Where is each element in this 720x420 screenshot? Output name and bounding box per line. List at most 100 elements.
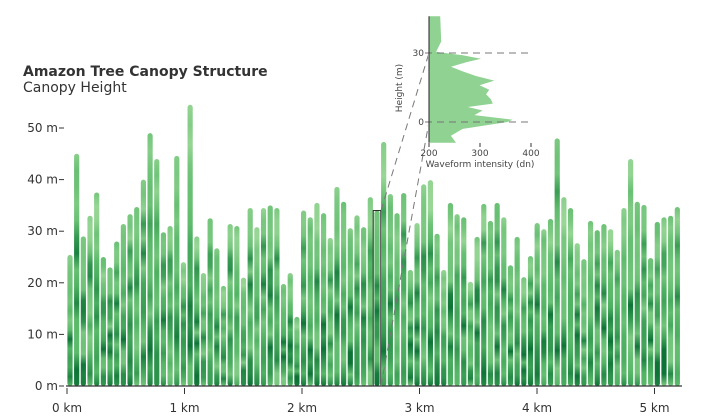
canopy-bar[interactable] — [614, 249, 620, 386]
canopy-bar[interactable] — [147, 133, 153, 386]
canopy-bar[interactable] — [401, 193, 407, 386]
chart-title: Amazon Tree Canopy Structure — [23, 64, 268, 80]
canopy-bar[interactable] — [314, 202, 320, 386]
canopy-bar[interactable] — [341, 201, 347, 386]
canopy-bar[interactable] — [140, 179, 147, 386]
x-tick-label: 3 km — [404, 401, 434, 415]
canopy-bar[interactable] — [134, 206, 140, 386]
canopy-bar[interactable] — [67, 254, 73, 386]
canopy-bar[interactable] — [274, 207, 280, 386]
canopy-bar[interactable] — [294, 316, 300, 386]
canopy-bar[interactable] — [321, 213, 327, 386]
canopy-bar[interactable] — [507, 265, 514, 386]
canopy-bar[interactable] — [174, 155, 180, 386]
canopy-bar[interactable] — [541, 229, 547, 386]
canopy-bar[interactable] — [334, 186, 340, 386]
canopy-bar[interactable] — [561, 197, 567, 386]
canopy-bar[interactable] — [361, 227, 367, 386]
canopy-bar[interactable] — [407, 269, 413, 386]
canopy-bar[interactable] — [581, 259, 587, 386]
canopy-bar[interactable] — [601, 223, 607, 386]
canopy-bar[interactable] — [234, 226, 240, 386]
canopy-bar[interactable] — [280, 283, 287, 386]
canopy-bar[interactable] — [661, 217, 667, 386]
canopy-bar[interactable] — [120, 223, 126, 386]
canopy-bar[interactable] — [567, 207, 574, 386]
canopy-bar[interactable] — [441, 269, 447, 386]
canopy-bar[interactable] — [421, 184, 427, 386]
inset-x-tick-label: 400 — [522, 149, 539, 159]
canopy-bar[interactable] — [107, 267, 113, 386]
x-axis: 0 km 1 km 2 km 3 km 4 km 5 km — [52, 388, 670, 415]
canopy-bar[interactable] — [214, 248, 220, 386]
canopy-bar[interactable] — [628, 158, 634, 386]
y-tick-label: 20 m — [27, 276, 58, 290]
canopy-bar[interactable] — [387, 194, 393, 386]
canopy-bar[interactable] — [307, 217, 313, 386]
canopy-bar[interactable] — [374, 210, 380, 386]
canopy-bar[interactable] — [267, 205, 273, 386]
canopy-bar[interactable] — [194, 236, 200, 386]
canopy-bar[interactable] — [487, 220, 494, 386]
canopy-bar[interactable] — [327, 237, 333, 386]
canopy-bar[interactable] — [454, 214, 460, 386]
waveform-area — [429, 16, 513, 143]
canopy-bar[interactable] — [427, 180, 433, 386]
canopy-bar[interactable] — [160, 232, 167, 386]
canopy-bar[interactable] — [74, 153, 80, 386]
canopy-bar[interactable] — [347, 228, 353, 386]
canopy-bar[interactable] — [247, 207, 253, 386]
y-tick-label: 10 m — [27, 327, 58, 341]
canopy-bar[interactable] — [260, 207, 267, 386]
canopy-bar[interactable] — [100, 257, 106, 386]
canopy-bar[interactable] — [648, 258, 654, 386]
canopy-bar[interactable] — [94, 192, 100, 387]
canopy-bar[interactable] — [114, 241, 120, 386]
canopy-bar[interactable] — [527, 255, 534, 386]
canopy-bar[interactable] — [474, 236, 480, 386]
canopy-bar[interactable] — [467, 281, 474, 386]
canopy-bar[interactable] — [434, 233, 440, 386]
canopy-bar[interactable] — [674, 206, 680, 386]
canopy-bar[interactable] — [220, 285, 227, 386]
canopy-bar[interactable] — [554, 138, 560, 386]
canopy-bar[interactable] — [494, 202, 500, 386]
zoom-guide-top — [380, 52, 430, 211]
canopy-bar[interactable] — [521, 277, 527, 386]
canopy-bar[interactable] — [654, 221, 660, 386]
canopy-bar[interactable] — [300, 210, 307, 386]
canopy-bar[interactable] — [154, 158, 160, 386]
canopy-bar[interactable] — [227, 223, 233, 386]
canopy-bar[interactable] — [180, 262, 187, 386]
canopy-bar[interactable] — [641, 204, 647, 386]
canopy-bar[interactable] — [254, 227, 260, 386]
canopy-bar[interactable] — [481, 203, 487, 386]
canopy-bar[interactable] — [447, 202, 454, 386]
canopy-bar[interactable] — [514, 236, 520, 386]
canopy-bar[interactable] — [501, 217, 507, 386]
canopy-bar[interactable] — [287, 272, 293, 386]
canopy-bar[interactable] — [187, 104, 193, 386]
canopy-bar[interactable] — [621, 207, 627, 386]
canopy-bar[interactable] — [167, 226, 173, 386]
canopy-bar[interactable] — [354, 215, 360, 386]
canopy-bar[interactable] — [127, 214, 133, 386]
canopy-bar[interactable] — [240, 277, 247, 386]
canopy-bar[interactable] — [80, 236, 86, 386]
canopy-bar[interactable] — [461, 217, 467, 386]
canopy-bar[interactable] — [367, 197, 373, 386]
canopy-bar[interactable] — [200, 272, 207, 386]
canopy-bar[interactable] — [207, 218, 213, 386]
canopy-bar[interactable] — [547, 218, 554, 386]
canopy-bar[interactable] — [87, 215, 93, 386]
canopy-bar[interactable] — [668, 215, 674, 386]
canopy-bar[interactable] — [587, 220, 594, 386]
canopy-bar[interactable] — [574, 243, 580, 386]
canopy-bar[interactable] — [381, 141, 387, 386]
canopy-bar[interactable] — [594, 230, 600, 386]
canopy-bar[interactable] — [414, 222, 420, 386]
inset-x-tick-label: 200 — [420, 149, 437, 159]
canopy-bar[interactable] — [607, 229, 614, 386]
canopy-bar[interactable] — [534, 222, 540, 386]
canopy-bar[interactable] — [634, 201, 640, 386]
